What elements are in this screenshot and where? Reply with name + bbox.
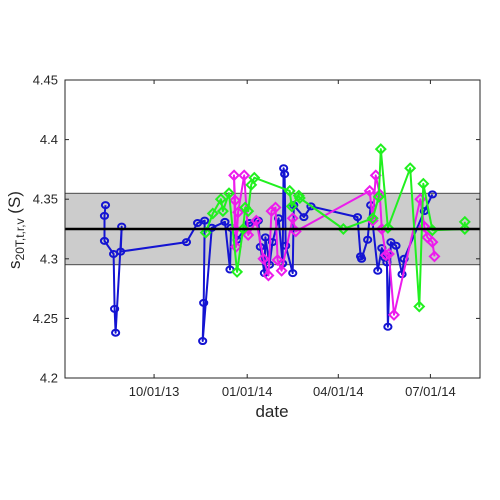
- series-1-point-34: [306, 202, 316, 211]
- series-2-point-10: [262, 269, 275, 282]
- x-axis-title: date: [255, 402, 288, 421]
- series-3-point-22: [413, 300, 426, 313]
- series-3-point-17: [366, 212, 379, 225]
- series-1-point-35: [352, 213, 363, 222]
- x-tick-label-3: 04/01/14: [313, 384, 364, 399]
- series-3-point-26: [458, 215, 471, 228]
- series-3-point-20: [381, 221, 394, 234]
- y-tick-label-4: 4.35: [33, 192, 58, 207]
- series-2-point-29: [428, 250, 441, 263]
- series-3-point-16: [337, 222, 350, 236]
- series-2-point-14: [275, 264, 288, 277]
- series-3-point-23: [417, 177, 430, 190]
- series-3-point-9: [242, 205, 255, 218]
- series-3-point-5: [222, 187, 235, 200]
- series-2-point-13: [271, 253, 284, 267]
- series-1-point-33: [299, 213, 309, 222]
- series-3-point-6: [231, 265, 244, 278]
- y-tick-label-1: 4.2: [40, 371, 58, 386]
- series-2-point-24: [387, 308, 400, 321]
- series-3-point-1: [199, 226, 212, 239]
- plot-frame: [64, 79, 481, 379]
- y-axis-title-base: s: [5, 260, 24, 269]
- series-2-point-8: [250, 214, 263, 227]
- series-1-point-37: [356, 254, 367, 263]
- series-3-point-13: [285, 200, 298, 213]
- series-1-point-31: [288, 269, 298, 278]
- series-3-point-18: [372, 190, 385, 203]
- series-3-line: [204, 148, 466, 308]
- series-1-point-29: [280, 170, 290, 179]
- y-tick-label-6: 4.45: [33, 73, 58, 88]
- series-2-point-12: [269, 201, 282, 214]
- series-3-point-7: [237, 222, 250, 236]
- series-2-point-5: [232, 206, 245, 219]
- series-3-point-15: [293, 191, 306, 205]
- series-1-point-40: [373, 266, 383, 275]
- series-3-point-3: [214, 193, 227, 206]
- series-2-point-23: [382, 248, 395, 261]
- series-2-point-17: [363, 184, 376, 197]
- series-3-point-11: [248, 171, 261, 184]
- series-layer: [99, 143, 471, 346]
- series-3-point-2: [206, 207, 219, 220]
- x-tick-label-4: 07/01/14: [405, 384, 456, 399]
- x-tick-label-1: 10/01/13: [129, 384, 180, 399]
- series-1-point-1: [100, 201, 111, 210]
- series-3-point-21: [404, 162, 417, 175]
- series-2-point-7: [242, 228, 255, 241]
- series-1-point-44: [383, 322, 393, 331]
- series-1-point-23: [260, 233, 271, 242]
- series-1-point-12: [199, 298, 209, 307]
- series-3-point-19: [374, 143, 387, 156]
- series-2-point-28: [426, 236, 439, 249]
- axis-ticks: 4.2 4.25 4.3 4.35 4.4 4.45 10/01/13 01/01/14 04/…: [33, 73, 480, 399]
- series-1-point-8: [116, 247, 126, 256]
- series-1-point-11: [200, 216, 210, 225]
- y-axis-title: s20T,t,r,v (S): [5, 191, 27, 269]
- x-tick-label-2: 01/01/14: [222, 384, 273, 399]
- series-1-point-3: [99, 236, 110, 245]
- series-2-point-3: [229, 194, 242, 207]
- series-2-line: [233, 174, 436, 316]
- series-2-point-22: [379, 249, 392, 262]
- y-axis-title-subscript: 20T,t,r,v: [13, 218, 27, 260]
- series-1-point-5: [109, 304, 120, 313]
- series-1-point-2: [99, 211, 110, 220]
- series-1-point-15: [220, 217, 230, 226]
- series-1-point-50: [427, 190, 438, 199]
- y-tick-label-5: 4.4: [40, 132, 58, 147]
- series-1-point-6: [111, 328, 121, 337]
- y-tick-label-2: 4.25: [33, 311, 58, 326]
- series-1-point-38: [363, 235, 373, 244]
- y-axis-title-unit: (S): [5, 191, 24, 218]
- series-3-point-4: [216, 205, 229, 218]
- series-2-point-15: [286, 212, 299, 225]
- series-2-point-2: [228, 169, 241, 182]
- series-2-point-4: [230, 240, 243, 253]
- series-3-point-25: [458, 222, 471, 236]
- series-3: [199, 143, 471, 313]
- series-2-point-6: [238, 169, 251, 182]
- series-1-point-13: [198, 337, 208, 346]
- y-tick-label-3: 4.3: [40, 251, 58, 266]
- series-2-point-9: [257, 252, 270, 265]
- series-1-point-46: [391, 241, 401, 250]
- series-3-point-12: [283, 184, 296, 197]
- series-2-point-11: [265, 205, 278, 218]
- series-1-point-9: [181, 238, 192, 247]
